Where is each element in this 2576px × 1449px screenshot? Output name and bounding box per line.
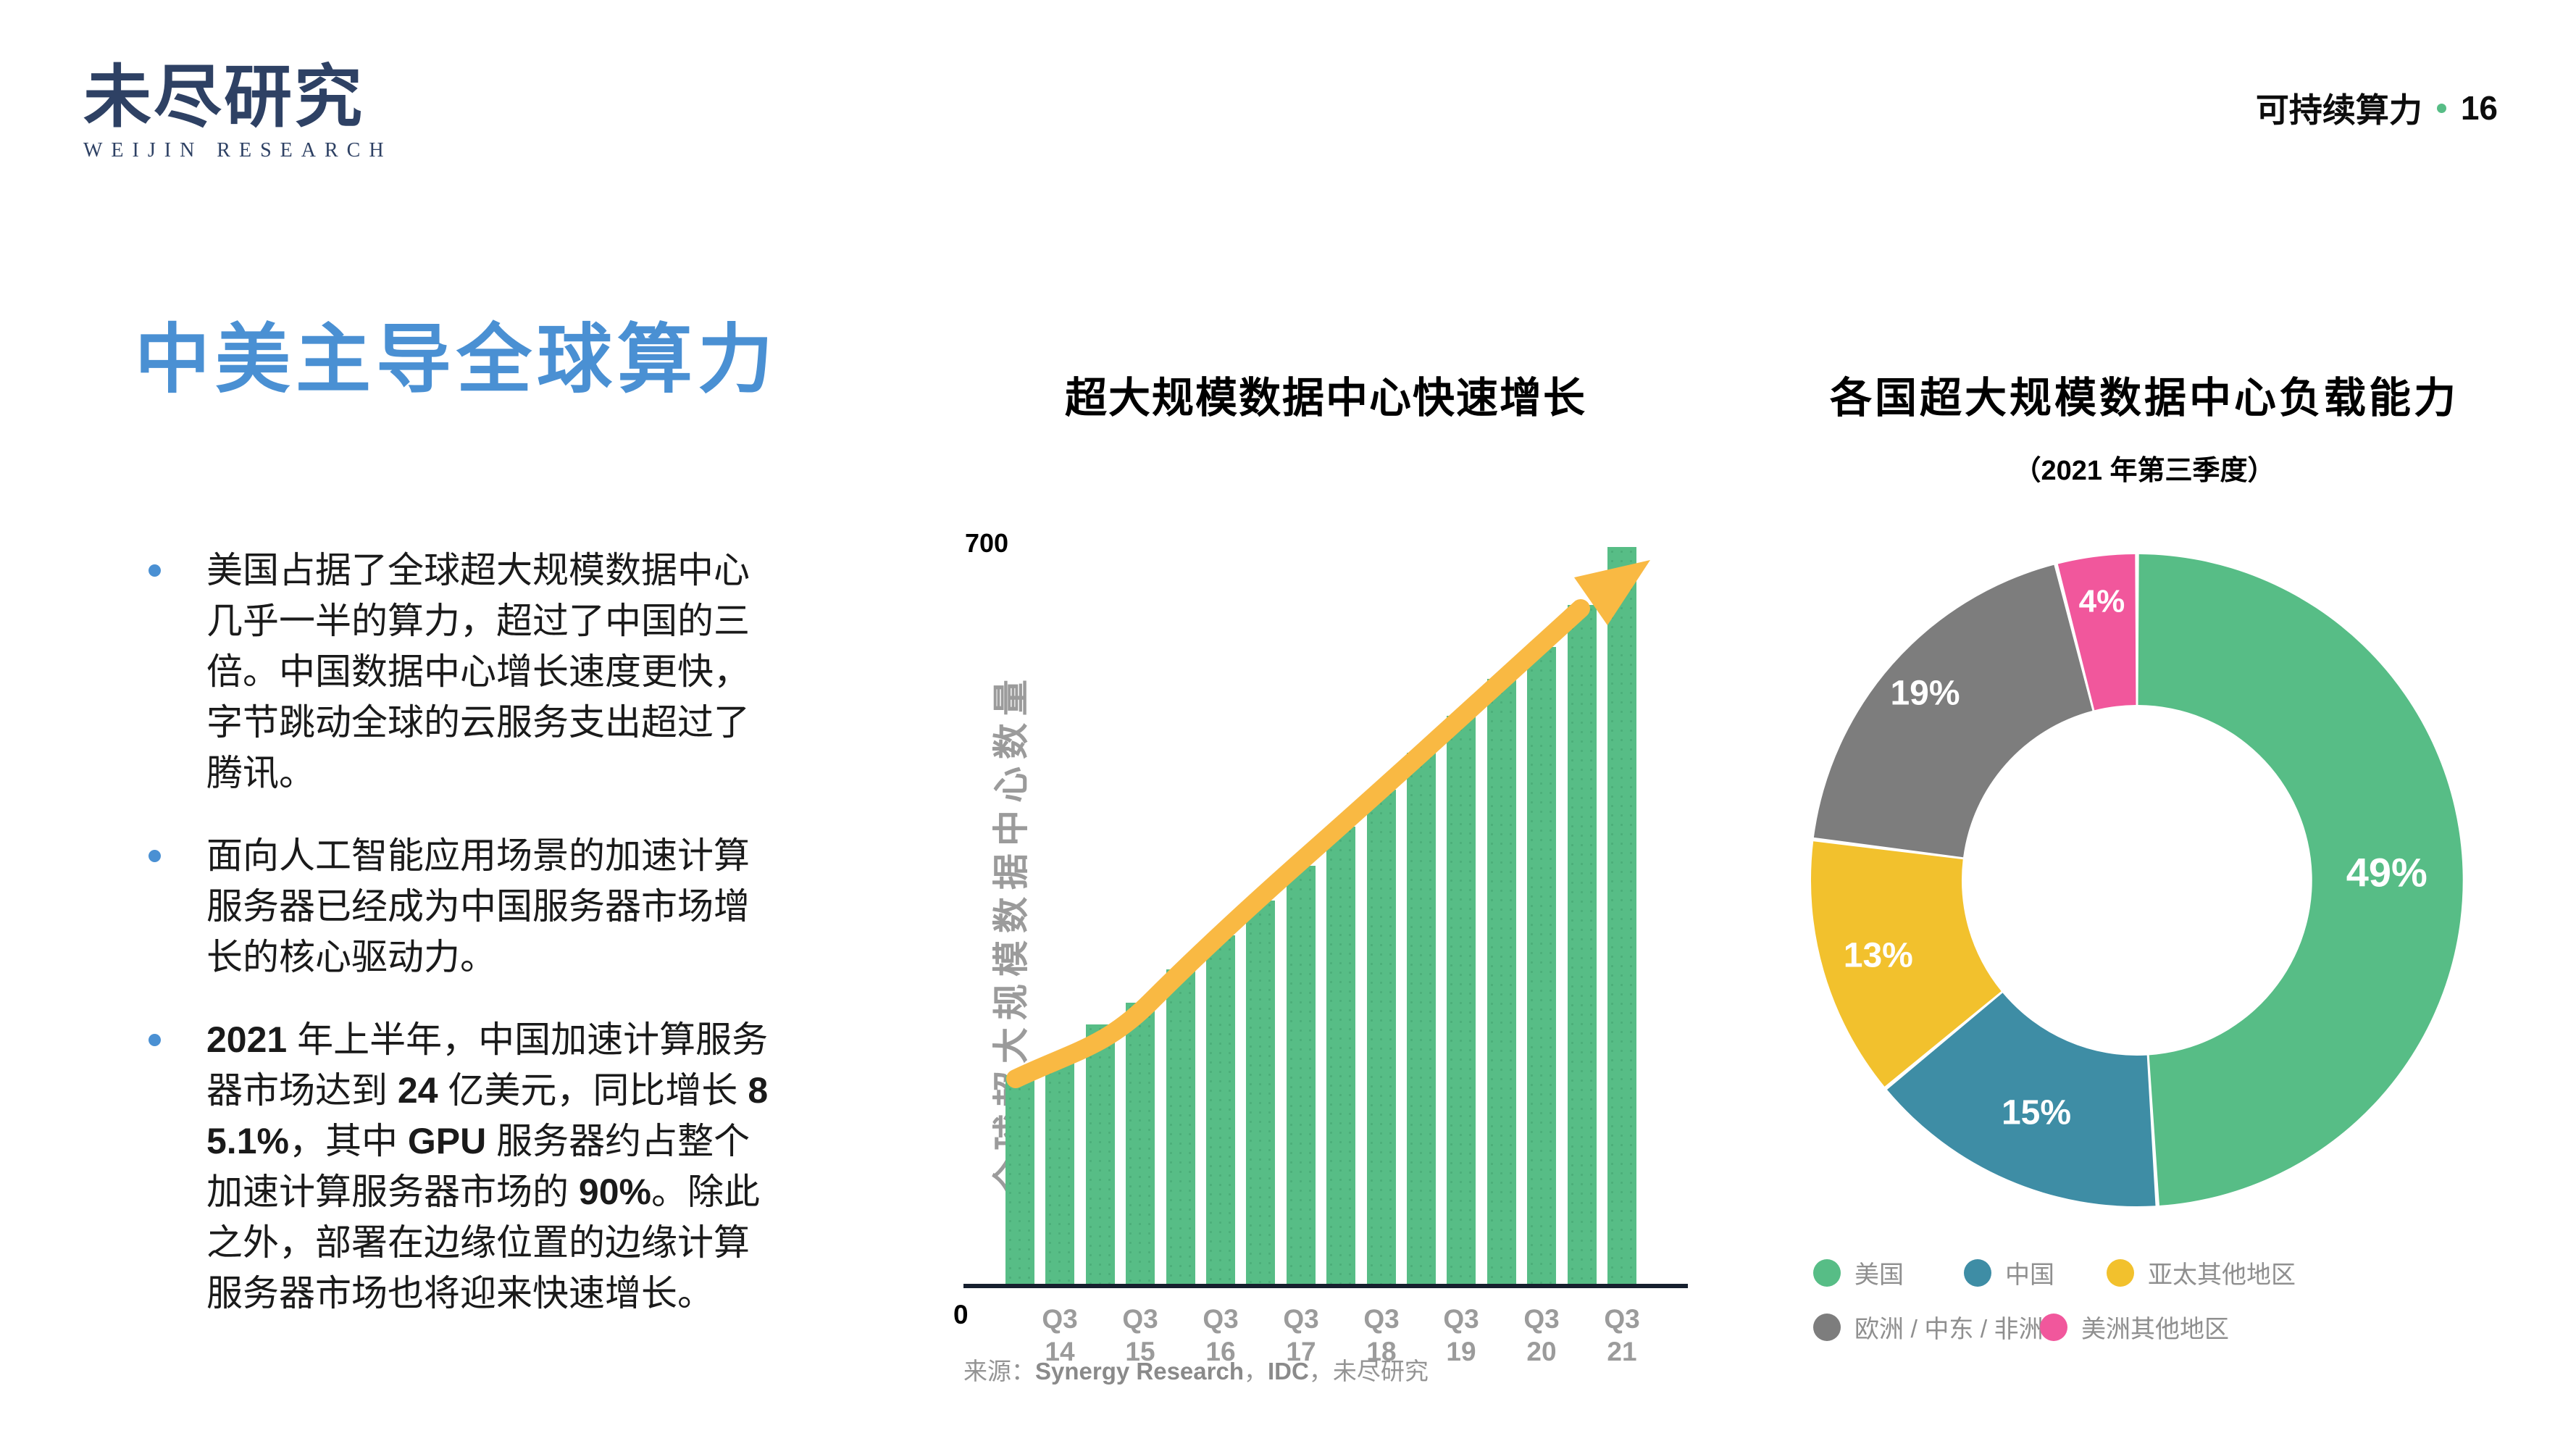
- bar: [1005, 1075, 1034, 1286]
- bullet-dot-icon: [149, 850, 161, 862]
- text-segment: 90%: [578, 1172, 651, 1212]
- bar-chart-plot: [963, 547, 1688, 1286]
- bar: [1206, 935, 1235, 1286]
- text-segment: ，其中: [288, 1121, 408, 1161]
- x-tick-label: Q3 19: [1443, 1304, 1479, 1366]
- x-tick-label: Q3 20: [1523, 1304, 1560, 1366]
- bullet-list: 美国占据了全球超大规模数据中心几乎一半的算力，超过了中国的三倍。中国数据中心增长…: [149, 545, 862, 1350]
- legend-label: 欧洲 / 中东 / 非洲: [1854, 1316, 2044, 1343]
- bar: [1568, 605, 1597, 1286]
- legend-label: 中国: [2005, 1261, 2054, 1289]
- text-segment: 24: [397, 1070, 438, 1111]
- bullet-item: 2021 年上半年，中国加速计算服务器市场达到 24 亿美元，同比增长 85.1…: [149, 1014, 862, 1319]
- text-segment: ，: [1244, 1358, 1268, 1385]
- donut-segment: [1810, 841, 2002, 1087]
- bullet-dot-icon: [149, 1034, 161, 1046]
- legend-label: 美洲其他地区: [2081, 1316, 2229, 1343]
- section-title: 可持续算力: [2255, 91, 2422, 129]
- page-number: 16: [2460, 89, 2498, 127]
- text-segment: 85.1%: [206, 1070, 769, 1161]
- bar: [1367, 790, 1396, 1286]
- legend-dot-icon: [1813, 1313, 1841, 1341]
- bar: [1086, 1024, 1115, 1286]
- legend-label: 美国: [1854, 1261, 1904, 1289]
- bullet-text: 面向人工智能应用场景的加速计算服务器已经成为中国服务器市场增长的核心驱动力。: [206, 830, 779, 982]
- donut-percent-label: 49%: [2346, 850, 2427, 895]
- text-segment: 美国占据了全球超大规模数据中心几乎一半的算力，超过了中国的三倍。中国数据中心增长…: [206, 550, 750, 793]
- legend-dot-icon: [2040, 1313, 2067, 1341]
- x-axis-line: [963, 1284, 1688, 1288]
- x-tick-label: Q3 21: [1604, 1304, 1640, 1366]
- bullet-item: 面向人工智能应用场景的加速计算服务器已经成为中国服务器市场增长的核心驱动力。: [149, 830, 862, 982]
- x-tick-label: Q3 16: [1203, 1304, 1239, 1366]
- text-segment: 面向人工智能应用场景的加速计算服务器已经成为中国服务器市场增长的核心驱动力。: [206, 835, 750, 977]
- bar: [1287, 866, 1316, 1286]
- donut-segment: [2057, 554, 2136, 711]
- donut-segment: [2138, 554, 2463, 1206]
- legend-dot-icon: [1964, 1258, 1991, 1287]
- bullet-item: 美国占据了全球超大规模数据中心几乎一半的算力，超过了中国的三倍。中国数据中心增长…: [149, 545, 862, 798]
- text-segment: 来源：: [963, 1358, 1035, 1385]
- brand-logo-en: WEIJIN RESEARCH: [83, 139, 393, 162]
- bar: [1126, 1003, 1155, 1286]
- text-segment: 亿美元，同比增长: [438, 1070, 748, 1111]
- bar: [1326, 827, 1355, 1286]
- y-axis-zero-label: 0: [953, 1300, 969, 1329]
- bar: [1447, 716, 1476, 1286]
- text-segment: 服务器约占整个加速计算服务器市场的: [206, 1121, 750, 1212]
- legend-label: 亚太其他地区: [2148, 1261, 2296, 1289]
- page-title: 中美主导全球算力: [135, 318, 779, 402]
- brand-logo-cn: 未尽研究: [83, 60, 365, 135]
- bar: [1607, 547, 1636, 1286]
- legend-item: 欧洲 / 中东 / 非洲: [1813, 1309, 2044, 1345]
- text-segment: GPU: [407, 1121, 487, 1161]
- bar-chart-title: 超大规模数据中心快速增长: [1064, 375, 1586, 422]
- bar: [1246, 901, 1275, 1286]
- text-segment: Synergy Research: [1035, 1358, 1244, 1385]
- x-tick-label: Q3 18: [1363, 1304, 1400, 1366]
- donut-percent-label: 13%: [1844, 936, 1913, 974]
- legend-dot-icon: [2107, 1258, 2134, 1287]
- dot-separator-icon: [2436, 103, 2446, 113]
- text-segment: IDC: [1268, 1358, 1309, 1385]
- x-axis-labels: Q3 14 Q3 15 Q3 16 Q3 17 Q3 18 Q3 19 Q3 20 Q3 21: [963, 1303, 1688, 1375]
- y-axis-max-label: 700: [965, 528, 1009, 558]
- page-header: 可持续算力 16: [2256, 84, 2498, 132]
- bullet-text: 美国占据了全球超大规模数据中心几乎一半的算力，超过了中国的三倍。中国数据中心增长…: [206, 545, 779, 798]
- donut-segment: [1813, 564, 2093, 858]
- bar: [1527, 647, 1556, 1286]
- legend-item: 中国: [1964, 1255, 2054, 1290]
- x-tick-label: Q3 17: [1283, 1304, 1319, 1366]
- bar: [1045, 1059, 1074, 1286]
- source-line: 来源：Synergy Research，IDC，未尽研究: [963, 1352, 1429, 1387]
- donut-segment: [1887, 993, 2156, 1207]
- donut-percent-label: 19%: [1890, 675, 1960, 713]
- legend-item: 美国: [1813, 1255, 1904, 1290]
- bullet-dot-icon: [149, 564, 161, 577]
- legend-item: 亚太其他地区: [2107, 1255, 2296, 1290]
- donut-percent-label: 15%: [2002, 1094, 2071, 1132]
- x-tick-label: Q3 14: [1042, 1304, 1078, 1366]
- text-segment: ，未尽研究: [1308, 1358, 1429, 1385]
- donut-percent-label: 4%: [2079, 584, 2125, 619]
- donut-chart-subtitle: （2021 年第三季度）: [2013, 456, 2275, 486]
- bullet-text: 2021 年上半年，中国加速计算服务器市场达到 24 亿美元，同比增长 85.1…: [206, 1014, 779, 1319]
- bar: [1407, 753, 1436, 1286]
- text-segment: 。除此之外，部署在边缘位置的边缘计算服务器市场也将迎来快速增长。: [206, 1172, 760, 1314]
- x-tick-label: Q3 15: [1122, 1304, 1158, 1366]
- text-segment: 年上半年，中国加速计算服务器市场达到: [206, 1019, 769, 1111]
- legend-item: 美洲其他地区: [2040, 1309, 2229, 1345]
- bar: [1487, 679, 1516, 1286]
- donut-chart-title: 各国超大规模数据中心负载能力: [1829, 375, 2459, 422]
- legend-dot-icon: [1813, 1258, 1841, 1287]
- growth-arrow-icon: [1006, 560, 1650, 1088]
- brand-logo: 未尽研究 WEIJIN RESEARCH: [83, 64, 393, 162]
- text-segment: 2021: [206, 1019, 288, 1060]
- donut-chart-svg: 49% 15% 13% 19% 4%: [1810, 554, 2463, 1207]
- bar: [1166, 969, 1195, 1286]
